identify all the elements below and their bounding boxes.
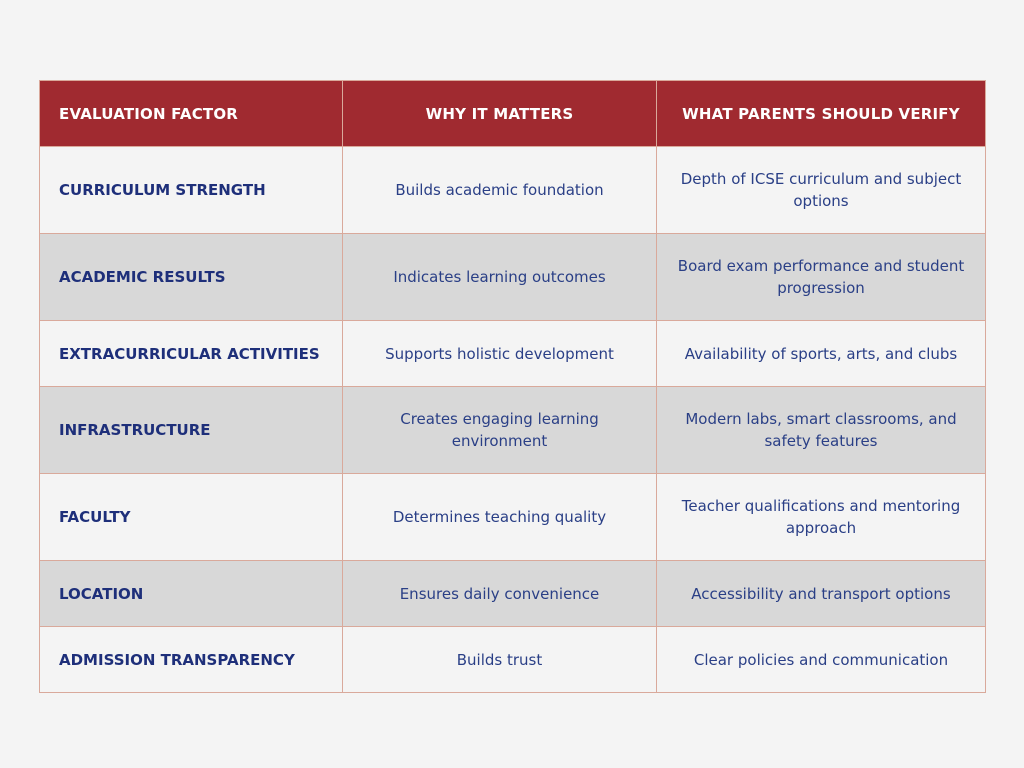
factor-cell: FACULTY	[39, 473, 343, 561]
column-header-evaluation-factor: EVALUATION FACTOR	[39, 80, 343, 147]
verify-cell: Clear policies and communication	[656, 626, 986, 693]
table-row: ADMISSION TRANSPARENCY Builds trust Clea…	[39, 626, 986, 693]
evaluation-table-container: EVALUATION FACTOR WHY IT MATTERS WHAT PA…	[39, 80, 986, 693]
why-cell: Builds trust	[342, 626, 657, 693]
verify-cell: Modern labs, smart classrooms, and safet…	[656, 386, 986, 474]
table-row: ACADEMIC RESULTS Indicates learning outc…	[39, 233, 986, 321]
factor-cell: LOCATION	[39, 560, 343, 627]
why-cell: Ensures daily convenience	[342, 560, 657, 627]
table-row: EXTRACURRICULAR ACTIVITIES Supports holi…	[39, 320, 986, 387]
table-row: LOCATION Ensures daily convenience Acces…	[39, 560, 986, 627]
verify-cell: Availability of sports, arts, and clubs	[656, 320, 986, 387]
why-cell: Determines teaching quality	[342, 473, 657, 561]
verify-cell: Accessibility and transport options	[656, 560, 986, 627]
verify-cell: Board exam performance and student progr…	[656, 233, 986, 321]
why-cell: Supports holistic development	[342, 320, 657, 387]
why-cell: Indicates learning outcomes	[342, 233, 657, 321]
verify-cell: Depth of ICSE curriculum and subject opt…	[656, 146, 986, 234]
why-cell: Builds academic foundation	[342, 146, 657, 234]
factor-cell: ACADEMIC RESULTS	[39, 233, 343, 321]
table-row: INFRASTRUCTURE Creates engaging learning…	[39, 386, 986, 474]
factor-cell: EXTRACURRICULAR ACTIVITIES	[39, 320, 343, 387]
column-header-what-parents-should-verify: WHAT PARENTS SHOULD VERIFY	[656, 80, 986, 147]
table-header-row: EVALUATION FACTOR WHY IT MATTERS WHAT PA…	[39, 80, 986, 147]
table-row: CURRICULUM STRENGTH Builds academic foun…	[39, 146, 986, 234]
verify-cell: Teacher qualifications and mentoring app…	[656, 473, 986, 561]
factor-cell: INFRASTRUCTURE	[39, 386, 343, 474]
column-header-why-it-matters: WHY IT MATTERS	[342, 80, 657, 147]
evaluation-table: EVALUATION FACTOR WHY IT MATTERS WHAT PA…	[39, 80, 986, 693]
why-cell: Creates engaging learning environment	[342, 386, 657, 474]
factor-cell: CURRICULUM STRENGTH	[39, 146, 343, 234]
factor-cell: ADMISSION TRANSPARENCY	[39, 626, 343, 693]
table-row: FACULTY Determines teaching quality Teac…	[39, 473, 986, 561]
